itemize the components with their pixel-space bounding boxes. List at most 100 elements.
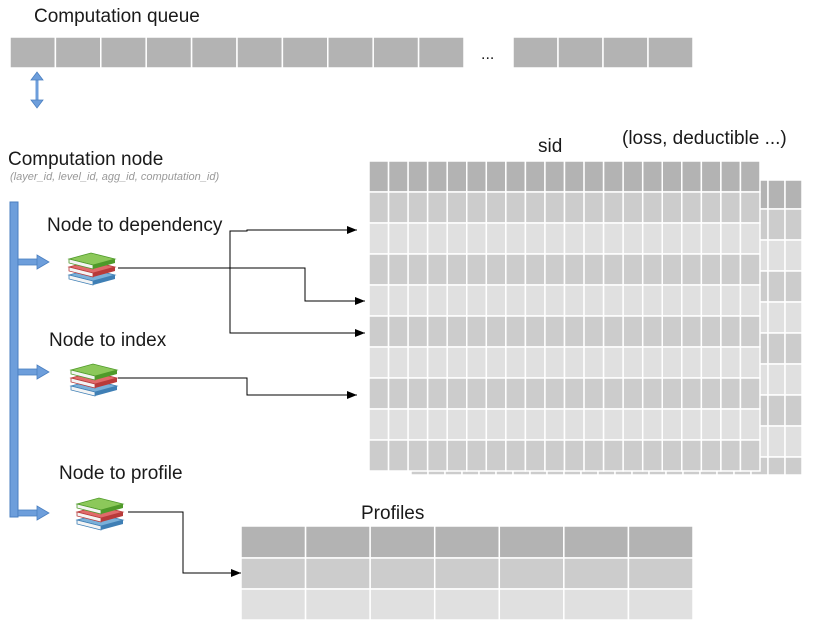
loss-table-cell [767,270,786,303]
loss-table-cell [767,301,786,334]
loss-table-cell [784,301,803,334]
sid-table-cell [524,222,546,255]
node-title: Computation node [8,149,164,170]
sid-table-cell [681,160,703,193]
loss-table-cell [767,394,786,427]
sid-table-cell [426,346,448,379]
sid-table-cell [524,191,546,224]
profiles-cell [433,525,501,559]
sid-table-cell [387,439,409,472]
node-bracket [9,201,50,521]
sid-table-cell [681,439,703,472]
sid-table-cell [387,408,409,441]
node-key: (layer_id, level_id, agg_id, computation… [10,171,220,183]
sid-table-cell [641,377,664,410]
stacked-books-icon [67,252,117,286]
sid-table-cell [368,439,390,472]
sid-table-cell [622,284,644,317]
profiles-cell [433,588,501,621]
book-spine-0 [93,275,115,285]
connector-dependency-to-table-b [230,267,365,305]
sid-table-cell [700,439,722,472]
queue-cell [190,36,238,69]
sid-table-cell [563,284,585,317]
sid-table-cell [524,160,546,193]
loss-table-cell [784,208,803,241]
sid-table-cell [544,284,566,317]
branch-arrow-dependency [17,254,50,270]
loss-table-cell [767,332,786,365]
sid-table-cell [602,191,624,224]
sid-table-cell [681,346,703,379]
sid-table-cell [681,377,703,410]
loss-table-cell [784,332,803,365]
sid-table-cell [700,222,722,255]
sid-table-cell [485,191,507,224]
sid-table-cell [544,377,566,410]
queue-cell [417,36,465,69]
sid-table-cell [485,315,507,348]
sid-table-cell [446,191,468,224]
queue-cell [54,36,102,69]
sid-table-cell [407,160,429,193]
sid-table-cell [602,160,624,193]
loss-table-cell [767,363,786,396]
label-node-to-profile: Node to profile [59,463,183,484]
book-spine-0 [101,520,123,530]
sid-table-cell [622,346,644,379]
sid-table-cell [446,222,468,255]
sid-table-cell [407,377,429,410]
profiles-cell [627,557,694,590]
sid-table-cell [407,222,429,255]
sid-table-cell [466,253,488,286]
sid-table-cell [563,315,585,348]
sid-table-cell [700,315,722,348]
profiles-cell [498,557,565,590]
sid-table-cell [661,222,683,255]
sid-table-cell [387,315,409,348]
sid-table-cell [505,408,527,441]
sid-table-cell [739,253,761,286]
sid-table-cell [544,253,566,286]
queue-cell [647,36,694,69]
loss-table-cell [767,208,786,241]
computation-queue-tail [512,36,694,69]
sid-table-cell [739,222,761,255]
sid-table-cell [505,253,527,286]
sid-table-cell [700,191,722,224]
profiles-table [240,525,694,621]
sid-table-cell [720,284,742,317]
queue-cell [512,36,559,69]
sid-table-cell [681,253,703,286]
sid-table-cell [583,253,605,286]
sid-table-cell [446,284,468,317]
profiles-cell [369,525,436,559]
sid-table-cell [544,408,566,441]
sid-table-cell [720,346,742,379]
sid-table-cell [602,377,624,410]
sid-table-cell [720,408,742,441]
loss-table-cell [767,239,786,272]
sid-table-cell [622,253,644,286]
profiles-cell [433,557,501,590]
sid-table-cell [720,439,742,472]
sid-table-cell [505,222,527,255]
sid-table-cell [544,191,566,224]
sid-table-cell [524,346,546,379]
sid-table-cell [524,284,546,317]
sid-table-cell [583,439,605,472]
profiles-cell [498,588,565,621]
branch-arrow-index [17,364,50,380]
sid-table-cell [602,253,624,286]
sid-table-cell [563,160,585,193]
sid-table-cell [602,222,624,255]
sid-table-cell [720,160,742,193]
branch-arrow-profile [17,505,50,521]
sid-table-cell [446,439,468,472]
connector-index-to-table [118,377,357,399]
sid-table-cell [563,346,585,379]
sid-table-cell [583,160,605,193]
connector-arrows [118,226,365,577]
sid-table-cell [544,160,566,193]
connector-profile-to-profiles [128,511,241,577]
